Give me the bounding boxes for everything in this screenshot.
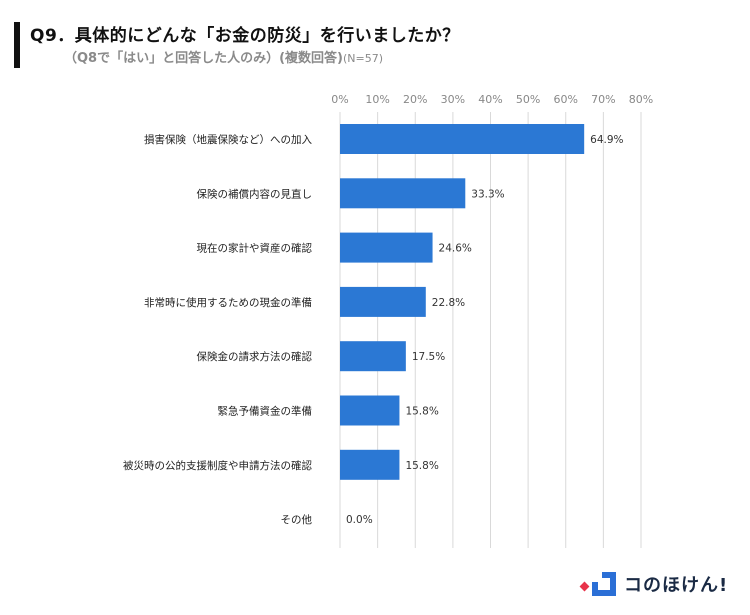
category-label: 損害保険（地震保険など）への加入 bbox=[144, 133, 312, 146]
bar bbox=[340, 232, 433, 263]
category-label: 緊急予備資金の準備 bbox=[218, 405, 313, 418]
category-label: 保険の補償内容の見直し bbox=[197, 187, 313, 200]
data-label: 33.3% bbox=[471, 188, 504, 200]
sample-size: (N=57) bbox=[342, 52, 384, 65]
bar bbox=[340, 178, 466, 209]
x-tick-label: 40% bbox=[478, 93, 502, 106]
x-tick-label: 60% bbox=[554, 93, 578, 106]
bar bbox=[340, 124, 585, 154]
title-accent-bar bbox=[14, 22, 20, 68]
x-tick-label: 0% bbox=[331, 93, 348, 106]
chart-title: Q9．具体的にどんな「お金の防災」を行いましたか？ bbox=[30, 26, 460, 46]
chart-subtitle: （Q8で「はい」と回答した人のみ）(複数回答)(N=57) bbox=[64, 47, 383, 66]
category-label: その他 bbox=[281, 513, 313, 526]
data-label: 64.9% bbox=[590, 134, 623, 146]
category-label: 被災時の公的支援制度や申請方法の確認 bbox=[123, 459, 312, 472]
bar bbox=[340, 286, 426, 317]
data-label: 22.8% bbox=[432, 297, 465, 309]
data-label: 15.8% bbox=[405, 406, 438, 418]
x-tick-label: 70% bbox=[591, 93, 615, 106]
brand-logo: コのほけん! bbox=[578, 570, 728, 598]
data-label: 24.6% bbox=[439, 243, 472, 255]
category-label: 非常時に使用するための現金の準備 bbox=[144, 296, 312, 309]
x-tick-label: 10% bbox=[365, 93, 389, 106]
data-label: 17.5% bbox=[412, 351, 445, 363]
category-label: 保険金の請求方法の確認 bbox=[197, 350, 313, 363]
data-label: 0.0% bbox=[346, 514, 373, 526]
bar bbox=[340, 341, 406, 372]
bar bbox=[340, 449, 400, 480]
bar bbox=[340, 395, 400, 426]
logo-text: コのほけん! bbox=[624, 575, 729, 596]
subtitle-text: （Q8で「はい」と回答した人のみ）(複数回答) bbox=[64, 51, 343, 66]
konohoken-logo-icon bbox=[578, 570, 620, 598]
category-label: 現在の家計や資産の確認 bbox=[197, 242, 313, 255]
x-tick-label: 20% bbox=[403, 93, 427, 106]
x-tick-label: 30% bbox=[441, 93, 465, 106]
data-label: 15.8% bbox=[405, 460, 438, 472]
x-tick-label: 80% bbox=[629, 93, 653, 106]
x-tick-label: 50% bbox=[516, 93, 540, 106]
